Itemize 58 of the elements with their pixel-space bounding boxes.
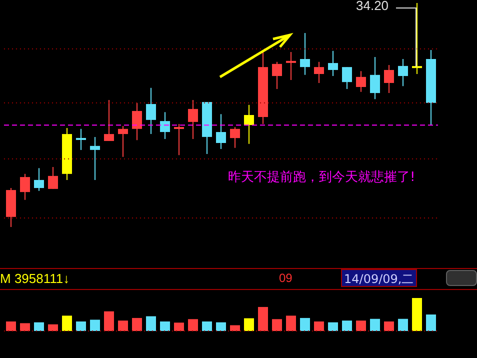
candlestick	[356, 70, 366, 92]
bar	[118, 320, 128, 331]
bar	[76, 321, 86, 331]
bar	[286, 316, 296, 331]
bar	[300, 318, 310, 331]
candlestick	[272, 61, 282, 90]
candlestick	[230, 126, 240, 148]
bar	[272, 319, 282, 331]
text: 14/09/09,二	[341, 269, 417, 287]
candlestick	[370, 56, 380, 100]
candlestick	[90, 136, 100, 180]
bar	[20, 323, 30, 331]
text: 09	[279, 271, 292, 285]
chart-title: M 3958111↓	[0, 271, 70, 286]
candlestick	[160, 112, 170, 140]
bar	[244, 318, 254, 331]
candlestick	[48, 166, 58, 190]
bar	[230, 325, 240, 331]
bar	[132, 318, 142, 331]
bar	[370, 318, 380, 331]
candlestick	[342, 66, 352, 90]
bar	[258, 306, 268, 331]
bar	[90, 320, 100, 331]
candlestick	[34, 168, 44, 192]
candlestick	[314, 61, 324, 84]
bar	[104, 311, 114, 331]
bar	[412, 298, 422, 331]
bar	[216, 322, 226, 331]
candlestick	[118, 125, 128, 158]
candlestick	[104, 99, 114, 142]
bar	[48, 324, 58, 331]
candlestick	[188, 99, 198, 140]
bar	[6, 321, 16, 331]
bar	[202, 321, 212, 331]
annotation: 34.20	[356, 0, 389, 13]
bar	[356, 320, 366, 331]
bar	[314, 321, 324, 331]
candlestick	[244, 104, 254, 144]
annotation: 昨天不提前跑，到今天就悲摧了!	[228, 169, 416, 186]
bar	[398, 318, 408, 331]
bar	[34, 322, 44, 331]
candlestick	[216, 114, 226, 150]
candlestick	[328, 50, 338, 77]
candlestick	[384, 64, 394, 94]
bar	[384, 321, 394, 331]
bar	[160, 321, 170, 331]
candlestick	[300, 32, 310, 76]
candlestick	[20, 173, 30, 200]
bar	[426, 314, 436, 331]
candlestick	[398, 58, 408, 87]
bar	[188, 319, 198, 331]
bar	[328, 322, 338, 331]
candlestick	[146, 87, 156, 135]
bar	[146, 316, 156, 331]
candlestick	[132, 102, 142, 141]
bar	[174, 322, 184, 331]
bar	[62, 316, 72, 331]
bar	[342, 320, 352, 331]
